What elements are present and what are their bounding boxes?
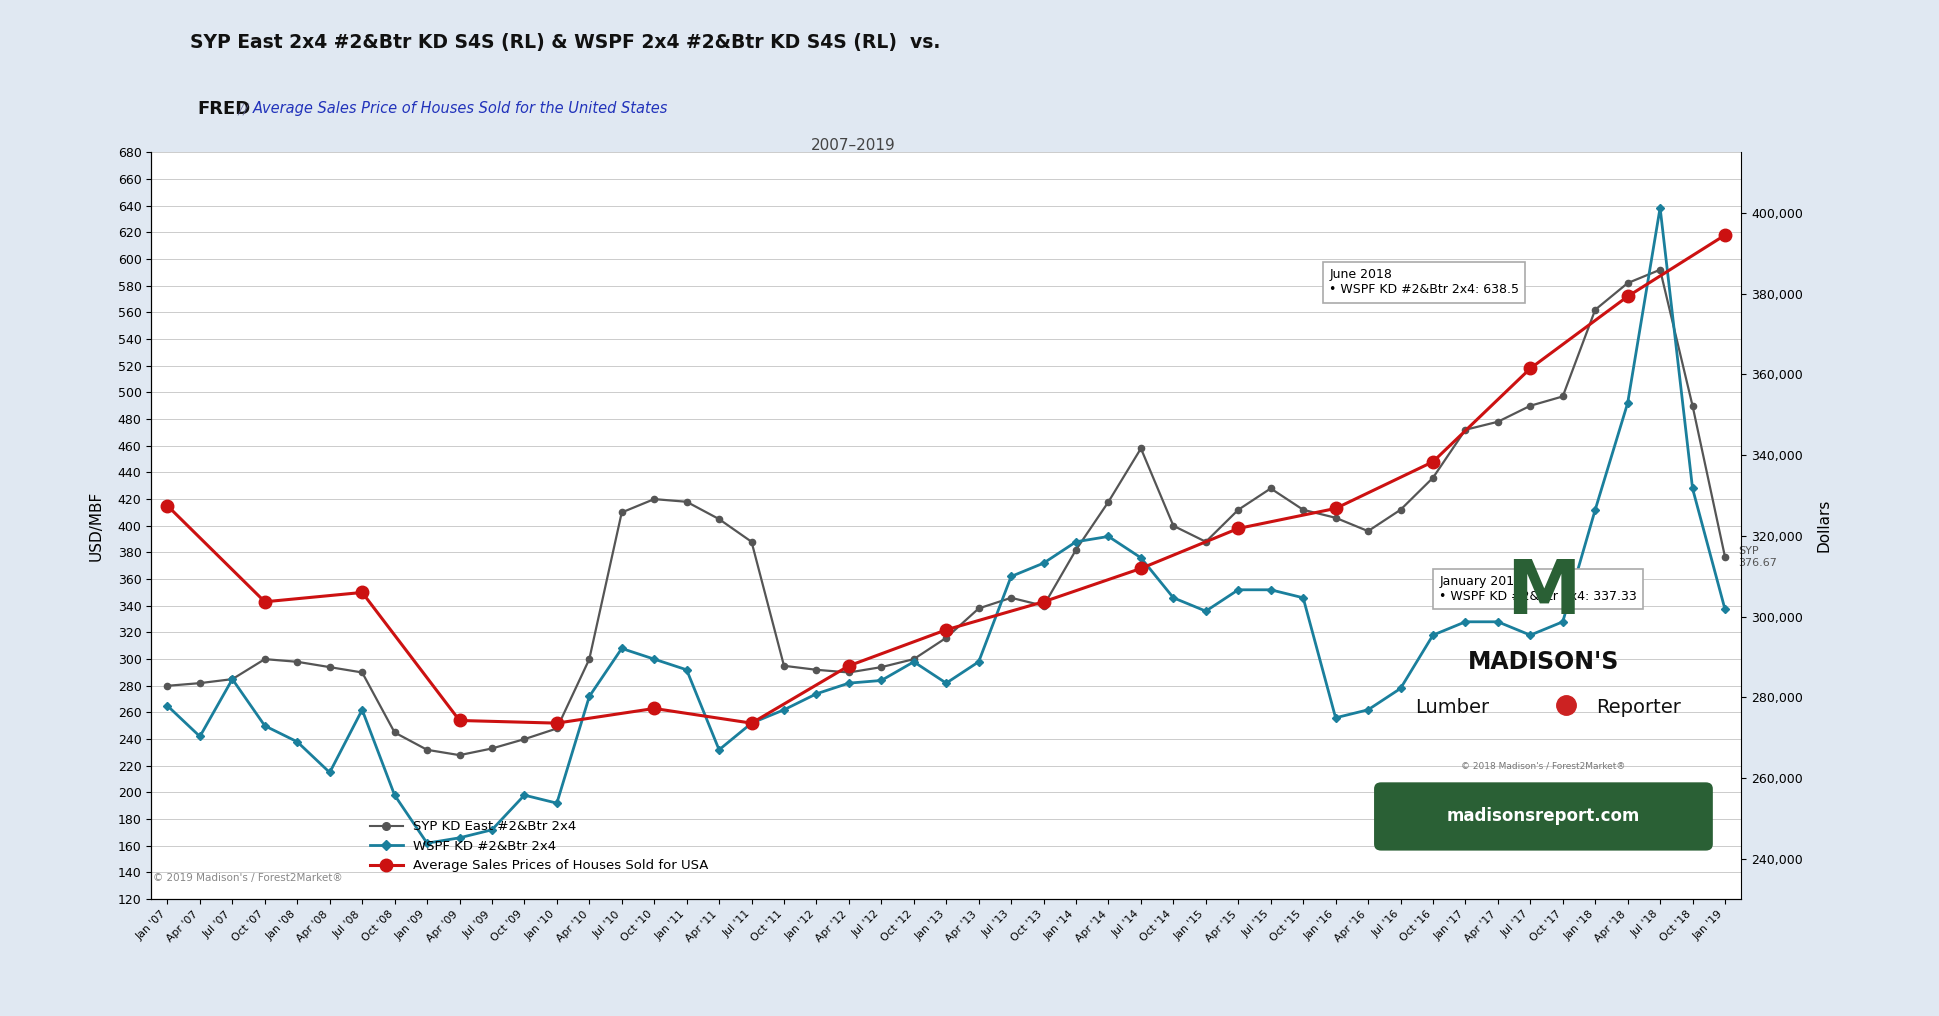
Text: SYP East 2x4 #2&Btr KD S4S (RL) & WSPF 2x4 #2&Btr KD S4S (RL)  vs.: SYP East 2x4 #2&Btr KD S4S (RL) & WSPF 2… — [190, 33, 940, 52]
Text: June 2018
• WSPF KD #2&Btr 2x4: 638.5: June 2018 • WSPF KD #2&Btr 2x4: 638.5 — [1328, 268, 1518, 297]
Text: January 2019
• WSPF KD #2&Btr 2x4: 337.33: January 2019 • WSPF KD #2&Btr 2x4: 337.3… — [1439, 575, 1637, 604]
Legend: SYP KD East #2&Btr 2x4, WSPF KD #2&Btr 2x4, Average Sales Prices of Houses Sold : SYP KD East #2&Btr 2x4, WSPF KD #2&Btr 2… — [365, 815, 714, 878]
Text: M: M — [1507, 557, 1580, 630]
Text: 2007–2019: 2007–2019 — [811, 138, 896, 153]
Text: Average Sales Price of Houses Sold for the United States: Average Sales Price of Houses Sold for t… — [252, 102, 669, 116]
Text: ╱╱: ╱╱ — [237, 104, 250, 116]
Text: madisonsreport.com: madisonsreport.com — [1446, 808, 1640, 825]
Y-axis label: Dollars: Dollars — [1817, 499, 1832, 553]
Text: Reporter: Reporter — [1596, 698, 1681, 717]
Text: FRED: FRED — [198, 100, 250, 118]
Text: MADISON'S: MADISON'S — [1468, 650, 1619, 674]
FancyBboxPatch shape — [1375, 782, 1712, 850]
Text: © 2019 Madison's / Forest2Market®: © 2019 Madison's / Forest2Market® — [153, 873, 343, 883]
Text: © 2018 Madison's / Forest2Market®: © 2018 Madison's / Forest2Market® — [1462, 762, 1625, 770]
Y-axis label: USD/MBF: USD/MBF — [89, 491, 103, 561]
Text: SYP
376.67: SYP 376.67 — [1737, 546, 1776, 568]
Text: Lumber: Lumber — [1415, 698, 1489, 717]
